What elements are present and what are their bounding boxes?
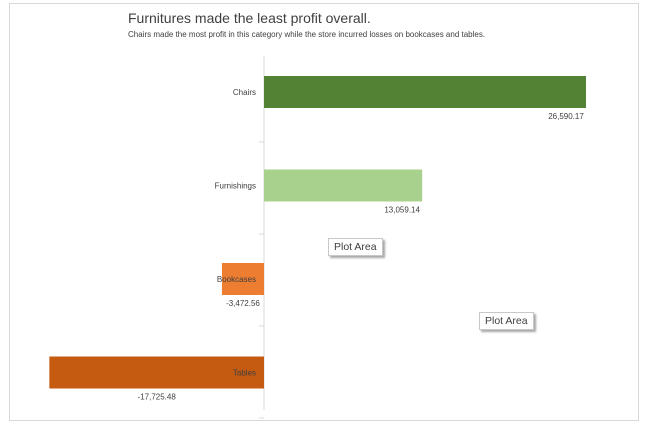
bar-bookcases[interactable]	[221, 263, 264, 295]
chart-title: Furnitures made the least profit overall…	[128, 10, 371, 26]
bar-tables[interactable]	[49, 356, 264, 389]
category-label: Bookcases	[217, 275, 256, 284]
chart-area[interactable]	[9, 3, 639, 421]
data-label: 13,059.14	[384, 206, 420, 215]
category-label: Tables	[233, 369, 256, 378]
category-label: Furnishings	[215, 182, 256, 191]
data-label: -17,725.48	[138, 393, 177, 402]
bar-chairs[interactable]	[264, 76, 586, 108]
plot-area-tooltip: Plot Area	[479, 312, 534, 330]
chart-subtitle: Chairs made the most profit in this cate…	[128, 30, 486, 39]
plot-area-tooltip: Plot Area	[328, 238, 383, 256]
bar-furnishings[interactable]	[264, 169, 423, 202]
data-label: -3,472.56	[226, 299, 260, 308]
category-label: Chairs	[233, 88, 256, 97]
data-label: 26,590.17	[548, 112, 584, 121]
